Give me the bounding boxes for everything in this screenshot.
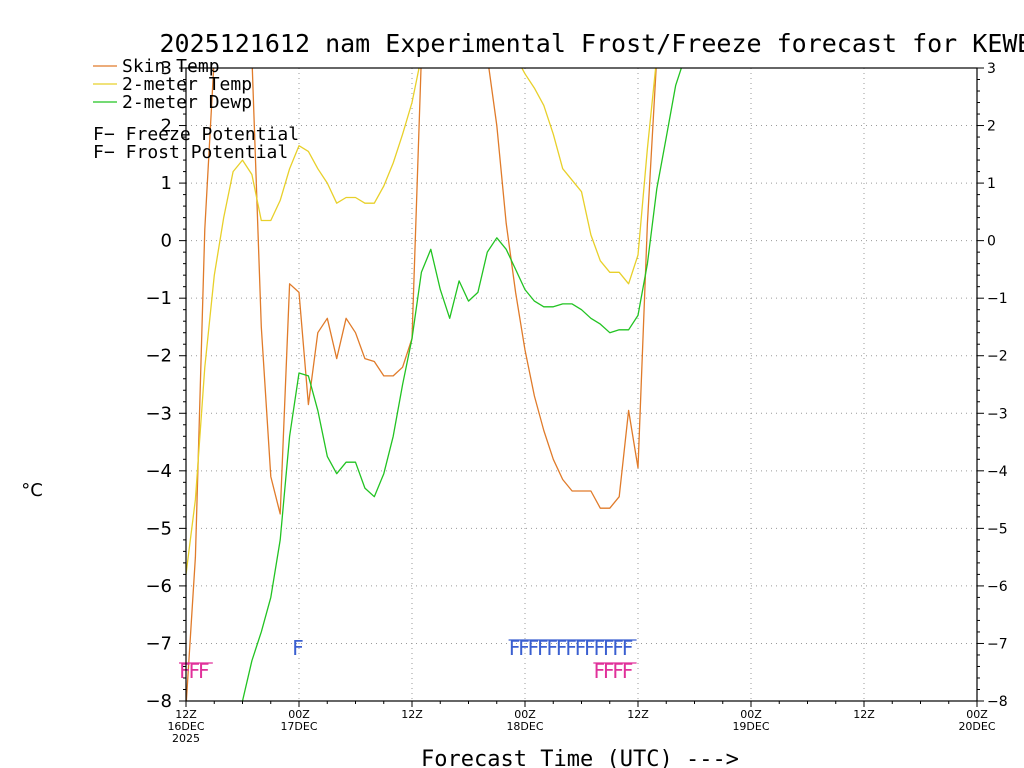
x-tick-time: 00Z <box>288 708 310 721</box>
legend-f-frost-potential-label: − Frost Potential <box>104 142 288 163</box>
series-line-2-meter-dewp <box>241 68 683 701</box>
freeze-potential-marker: F <box>179 659 191 683</box>
y-tick-label-right: −6 <box>987 579 1008 595</box>
frost-potential-marker: F <box>622 636 634 660</box>
x-tick-time: 12Z <box>175 708 197 721</box>
y-tick-label-left: −7 <box>145 633 172 654</box>
x-tick-time: 12Z <box>853 708 875 721</box>
y-tick-label-right: 1 <box>987 176 996 192</box>
x-tick-year: 2025 <box>172 732 200 745</box>
x-tick-time: 00Z <box>514 708 536 721</box>
x-tick-day: 17DEC <box>280 720 317 733</box>
plot-border <box>185 67 978 702</box>
y-tick-label-right: −1 <box>987 291 1008 307</box>
y-tick-label-right: −4 <box>987 464 1008 480</box>
gridlines <box>186 68 977 701</box>
y-tick-label-left: −8 <box>145 691 172 712</box>
legend-f-frost-potential-symbol: F <box>93 142 104 163</box>
frost-potential-marker: F <box>556 636 568 660</box>
y-tick-label-left: 3 <box>161 58 172 79</box>
y-axis-ticks: −8 −8 −7 −7 −6 −6 −5 −5 −4 −4 −3 −3 −2 −2 −1 −1 0 0 1 1 2 2 3 3 <box>145 58 1007 712</box>
series-line-2-meter-temp <box>186 68 657 575</box>
freeze-potential-marker: F <box>198 659 210 683</box>
x-tick-time: 12Z <box>401 708 423 721</box>
x-tick-day: 18DEC <box>506 720 543 733</box>
series-line-skin-temp <box>186 68 657 701</box>
frost-potential-marker: F <box>292 636 304 660</box>
y-tick-label-right: 3 <box>987 61 996 77</box>
y-tick-label-left: −6 <box>145 576 172 597</box>
y-tick-label-left: −4 <box>145 461 172 482</box>
frost-potential-marker: F <box>537 636 549 660</box>
x-tick-time: 00Z <box>966 708 988 721</box>
x-tick-time: 12Z <box>627 708 649 721</box>
y-tick-label-left: −3 <box>145 403 172 424</box>
y-tick-label-left: −5 <box>145 518 172 539</box>
y-tick-label-right: −3 <box>987 406 1008 422</box>
plot-frame <box>185 67 978 702</box>
y-tick-label-right: −8 <box>987 694 1008 710</box>
y-tick-label-left: 0 <box>161 231 172 252</box>
chart-title: 2025121612 nam Experimental Frost/Freeze… <box>160 29 1024 58</box>
freeze-potential-marker: F <box>603 659 615 683</box>
legend-2-meter-temp-label: 2-meter Temp <box>122 74 252 95</box>
y-tick-label-left: 2 <box>161 116 172 137</box>
freeze-potential-marker: F <box>622 659 634 683</box>
frost-potential-marker: F <box>509 636 521 660</box>
y-tick-label-left: −2 <box>145 346 172 367</box>
freeze-potential-marker: F <box>594 659 606 683</box>
legend-f-freeze-potential-symbol: F <box>93 124 104 145</box>
frost-potential-marker: F <box>546 636 558 660</box>
frost-potential-marker: F <box>612 636 624 660</box>
y-tick-label-left: −1 <box>145 288 172 309</box>
x-tick-time: 00Z <box>740 708 762 721</box>
frost-potential-marker: F <box>575 636 587 660</box>
legend-2-meter-dewp-label: 2-meter Dewp <box>122 92 252 113</box>
frost-potential-marker: F <box>565 636 577 660</box>
legend-f-freeze-potential-label: − Freeze Potential <box>104 124 299 145</box>
y-tick-label-left: 1 <box>161 173 172 194</box>
legend-skin-temp-label: Skin Temp <box>122 56 220 77</box>
y-tick-label-right: 0 <box>987 234 996 250</box>
y-tick-label-right: −2 <box>987 349 1008 365</box>
frost-potential-marker: F <box>584 636 596 660</box>
frost-potential-marker: F <box>518 636 530 660</box>
y-tick-label-right: 2 <box>987 119 996 135</box>
x-tick-day: 20DEC <box>958 720 995 733</box>
freeze-potential-marker: F <box>189 659 201 683</box>
freeze-potential-marker: F <box>612 659 624 683</box>
y-axis-label: °C <box>21 480 43 501</box>
x-tick-day: 16DEC <box>167 720 204 733</box>
x-tick-day: 19DEC <box>732 720 769 733</box>
series-lines <box>186 68 683 701</box>
y-tick-label-right: −5 <box>987 521 1008 537</box>
y-tick-label-right: −7 <box>987 636 1008 652</box>
frost-potential-marker: F <box>603 636 615 660</box>
frost-potential-marker: F <box>528 636 540 660</box>
x-axis-label: Forecast Time (UTC) ---> <box>421 747 739 768</box>
frost-potential-marker: F <box>594 636 606 660</box>
